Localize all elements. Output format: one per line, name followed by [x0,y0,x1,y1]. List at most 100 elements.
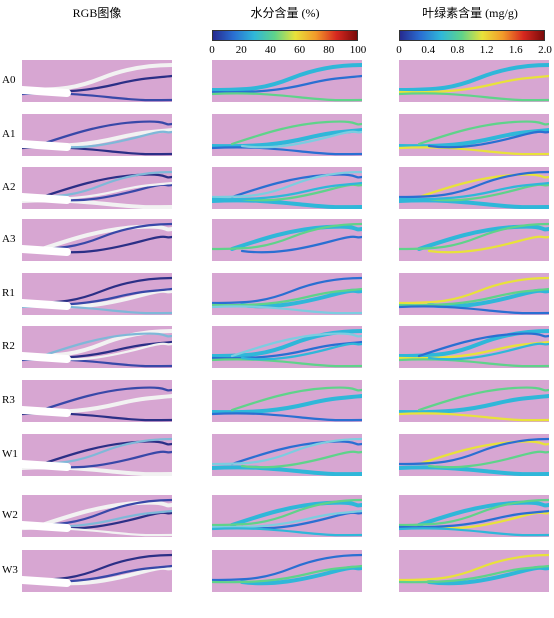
plant-stem-graphic [212,276,362,315]
plant-stem-graphic [22,329,172,368]
stem-base [22,140,71,151]
chlorophyll-panel [399,434,549,476]
stem-path [399,498,549,527]
stem-base [22,460,71,471]
stem-path [399,553,549,582]
plant-stem-graphic [399,276,549,315]
plant-stem-graphic [399,386,549,422]
rgb-panel [22,380,172,422]
plant-stem-graphic [22,553,172,587]
stem-path [212,498,362,527]
stem-path [230,332,362,358]
stem-base [22,521,71,532]
stem-path [240,565,362,586]
stem-path [240,511,362,530]
water-panel [212,273,362,315]
plant-stem-graphic [22,170,172,209]
row-label: A0 [2,74,16,86]
stem-path [399,527,549,537]
stem-path [212,222,362,251]
rgb-panel [22,167,172,209]
stem-path [50,450,172,469]
chlorophyll-colorbar-ticks: 0 0.4 0.8 1.2 1.6 2.0 [396,44,552,58]
stem-path [427,130,549,149]
chlorophyll-tick: 0.4 [421,44,436,56]
plant-stem-graphic [399,170,549,209]
header-chlorophyll-content: 叶绿素含量 (mg/g) [422,6,518,20]
plant-stem-graphic [212,63,362,102]
rgb-panel [22,434,172,476]
stem-path [212,509,362,529]
stem-path [240,235,362,254]
stem-path [427,235,549,254]
plant-stem-graphic [22,222,172,256]
stem-path [427,288,549,309]
water-tick: 80 [323,44,335,56]
header-water-content: 水分含量 (%) [250,6,320,20]
rgb-panel [22,495,172,537]
rgb-panel [22,550,172,592]
stem-path [427,450,549,469]
stem-path [240,342,362,361]
stem-path [212,170,362,199]
stem-path [212,553,362,582]
stem-path [399,74,549,94]
plant-stem-graphic [22,120,172,156]
stem-path [212,437,362,466]
stem-path [50,130,172,149]
water-panel [212,167,362,209]
plant-stem-graphic [399,120,549,156]
stem-base [22,576,71,587]
plant-stem-graphic [22,498,172,537]
stem-path [399,509,549,529]
stem-path [399,146,549,156]
stem-path [22,437,172,466]
row-label: A3 [2,233,16,245]
water-colorbar-ticks: 0 20 40 60 80 100 [209,44,366,58]
rgb-panel [22,60,172,102]
stem-path [50,342,172,361]
rgb-panel [22,219,172,261]
row-label: A1 [2,128,16,140]
plant-stem-graphic [399,437,549,476]
stem-path [399,412,549,422]
rgb-panel [22,114,172,156]
water-tick: 100 [349,44,367,56]
chlorophyll-panel [399,380,549,422]
stem-base [22,86,71,97]
chlorophyll-panel [399,273,549,315]
water-panel [212,60,362,102]
stem-path [212,412,362,422]
row-label: A2 [2,181,16,193]
water-panel [212,550,362,592]
plant-stem-graphic [399,222,549,254]
chlorophyll-tick: 0.8 [450,44,465,56]
plant-stem-graphic [399,498,549,537]
stem-path [240,450,362,469]
water-panel [212,380,362,422]
row-label: R3 [2,394,15,406]
water-panel [212,326,362,368]
stem-path [240,288,362,309]
stem-path [212,527,362,537]
stem-path [399,358,549,368]
plant-stem-graphic [212,498,362,537]
chlorophyll-panel [399,114,549,156]
stem-base [22,299,71,310]
stem-path [399,198,549,209]
stem-path [212,276,362,305]
stem-path [399,329,549,358]
stem-path [212,146,362,156]
stem-path [40,386,172,412]
stem-path [40,332,172,358]
plant-stem-graphic [22,63,172,102]
stem-path [399,92,549,102]
plant-stem-graphic [399,63,549,102]
plant-stem-graphic [212,120,362,156]
plant-stem-graphic [212,386,362,422]
stem-path [399,465,549,476]
water-panel [212,114,362,156]
stem-path [399,222,549,251]
plant-stem-graphic [399,553,549,586]
stem-path [40,120,172,146]
